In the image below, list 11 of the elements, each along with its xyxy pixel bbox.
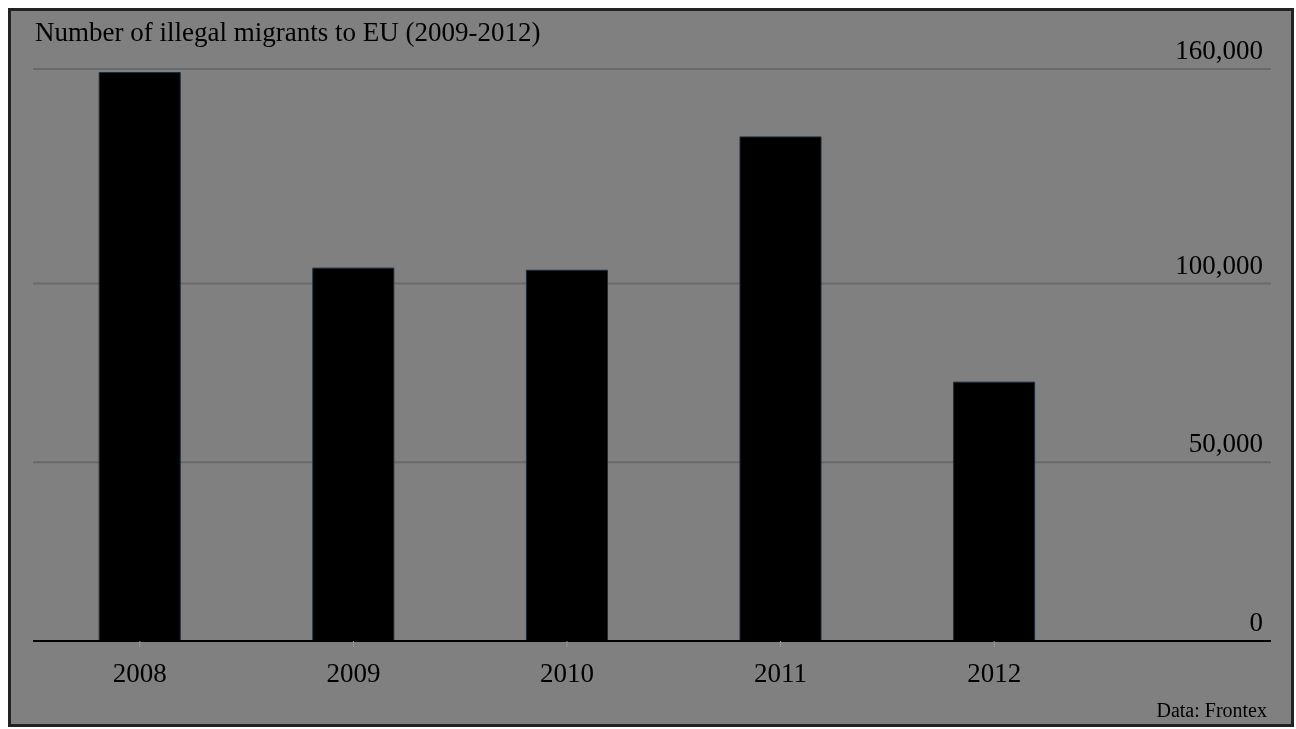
y-tick-label: 160,000 (1175, 35, 1263, 65)
text: Data: Frontex (1156, 699, 1267, 722)
x-tick-label: 2010 (540, 658, 594, 689)
y-tick-label: 50,000 (1188, 428, 1263, 459)
x-tick-label: 2008 (112, 658, 167, 689)
y-tick-label: 0 (1249, 607, 1263, 637)
x-tick-label: 2012 (967, 658, 1022, 689)
x-tick-label: 2011 (754, 658, 808, 689)
y-tick-label: 100,000 (1175, 249, 1263, 280)
x-tick-label: 2009 (326, 658, 381, 689)
chart-title: Number of illegal migrants to EU (2009-2012) (35, 17, 541, 48)
